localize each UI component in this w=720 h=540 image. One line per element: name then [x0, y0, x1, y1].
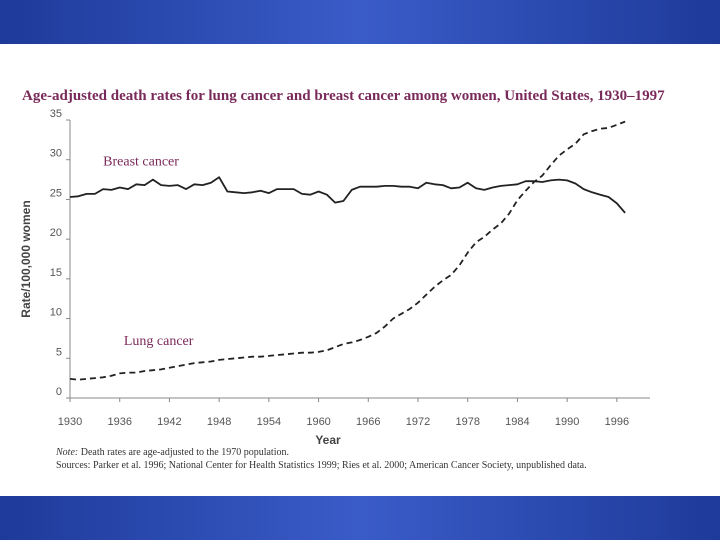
x-tick-label: 1996 — [605, 416, 629, 428]
y-tick-label: 20 — [50, 227, 62, 239]
breast-cancer-series-line — [69, 176, 626, 214]
note-text: Death rates are age-adjusted to the 1970… — [78, 447, 289, 458]
x-tick-label: 1966 — [356, 416, 380, 428]
lung-cancer-series-line — [69, 120, 626, 381]
y-tick-label: 35 — [50, 108, 62, 120]
note-line: Note: Death rates are age-adjusted to th… — [56, 446, 596, 459]
x-tick-label: 1954 — [257, 416, 281, 428]
chart-marks: Breast cancer Lung cancer — [69, 120, 626, 381]
breast-cancer-series-label: Breast cancer — [103, 154, 179, 169]
bottom-decorative-band — [0, 496, 720, 540]
lung-cancer-series-label: Lung cancer — [124, 334, 194, 349]
x-tick-label: 1948 — [207, 416, 231, 428]
x-tick-label: 1930 — [58, 416, 82, 428]
x-tick-label: 1984 — [505, 416, 529, 428]
x-tick-label: 1978 — [455, 416, 479, 428]
chart-axes: 0 5 10 15 20 25 30 35 1930 1936 1942 1948 1954 1960 19… — [50, 108, 650, 428]
chart-footnote: Note: Death rates are age-adjusted to th… — [56, 446, 596, 472]
x-axis-title: Year — [315, 433, 341, 447]
chart-title: Age-adjusted death rates for lung cancer… — [22, 88, 665, 104]
note-label: Note: — [56, 447, 79, 458]
x-tick-label: 1960 — [306, 416, 330, 428]
y-tick-label: 25 — [50, 187, 62, 199]
y-tick-label: 0 — [56, 386, 62, 398]
x-tick-label: 1972 — [406, 416, 430, 428]
x-tick-label: 1942 — [157, 416, 181, 428]
y-tick-label: 30 — [50, 148, 62, 160]
y-tick-label: 10 — [50, 307, 62, 319]
y-axis-title: Rate/100,000 women — [19, 200, 33, 317]
y-tick-label: 15 — [50, 267, 62, 279]
y-tick-label: 5 — [56, 346, 62, 358]
top-decorative-band — [0, 0, 720, 44]
x-tick-label: 1936 — [107, 416, 131, 428]
sources-text: Sources: Parker et al. 1996; National Ce… — [56, 460, 587, 471]
x-tick-label: 1990 — [555, 416, 579, 428]
